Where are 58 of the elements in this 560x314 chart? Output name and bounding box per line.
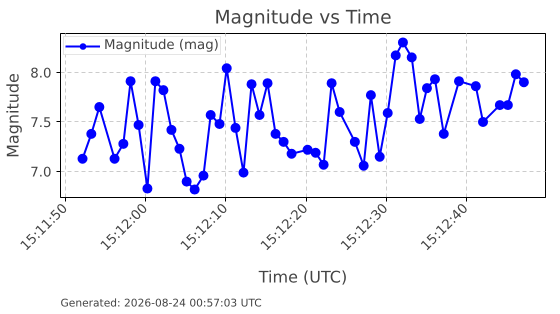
point [382, 108, 393, 118]
point [270, 128, 281, 139]
point [238, 168, 249, 178]
point [174, 144, 184, 154]
point [494, 100, 505, 110]
y-axis-title: Magnitude [3, 73, 22, 158]
point [422, 83, 432, 94]
point [518, 77, 529, 88]
legend-label: Magnitude (mag) [104, 38, 219, 53]
point [454, 76, 464, 86]
point [326, 78, 337, 88]
point [206, 110, 216, 120]
point [142, 184, 152, 194]
point [94, 102, 104, 112]
point [438, 128, 449, 139]
point [214, 118, 225, 129]
point [118, 138, 128, 149]
point [390, 50, 401, 60]
point [190, 184, 200, 195]
y-tick-label: 8.0 [30, 66, 52, 82]
point [134, 120, 144, 130]
point [430, 74, 440, 84]
point [406, 52, 417, 62]
point [398, 37, 408, 48]
point [254, 110, 265, 120]
y-tick-label: 7.0 [30, 166, 52, 181]
point [350, 136, 360, 147]
point [374, 152, 385, 162]
text: Generated: 2026-08-24 00:57:03 UTC [60, 296, 262, 310]
point [78, 154, 88, 164]
point [334, 107, 345, 118]
point [198, 170, 208, 181]
point [310, 148, 321, 158]
point [230, 122, 241, 133]
y-tick-label: 7.5 [30, 116, 52, 131]
point [150, 76, 160, 86]
point [166, 124, 176, 135]
point [366, 90, 376, 100]
point [318, 160, 329, 170]
x-axis-title: Time (UTC) [258, 267, 348, 286]
point [302, 144, 313, 155]
point [246, 79, 257, 90]
point [126, 76, 136, 86]
point [182, 176, 192, 187]
chart-title: Magnitude vs Time [214, 8, 392, 28]
point [510, 69, 521, 80]
point [414, 114, 425, 124]
point [86, 128, 96, 139]
point [262, 78, 273, 88]
point [158, 85, 168, 96]
point [478, 116, 488, 127]
point [470, 81, 481, 92]
point [358, 160, 369, 171]
point [222, 63, 232, 74]
point [502, 100, 513, 110]
point [286, 148, 297, 159]
point [110, 154, 120, 164]
point [278, 136, 289, 147]
